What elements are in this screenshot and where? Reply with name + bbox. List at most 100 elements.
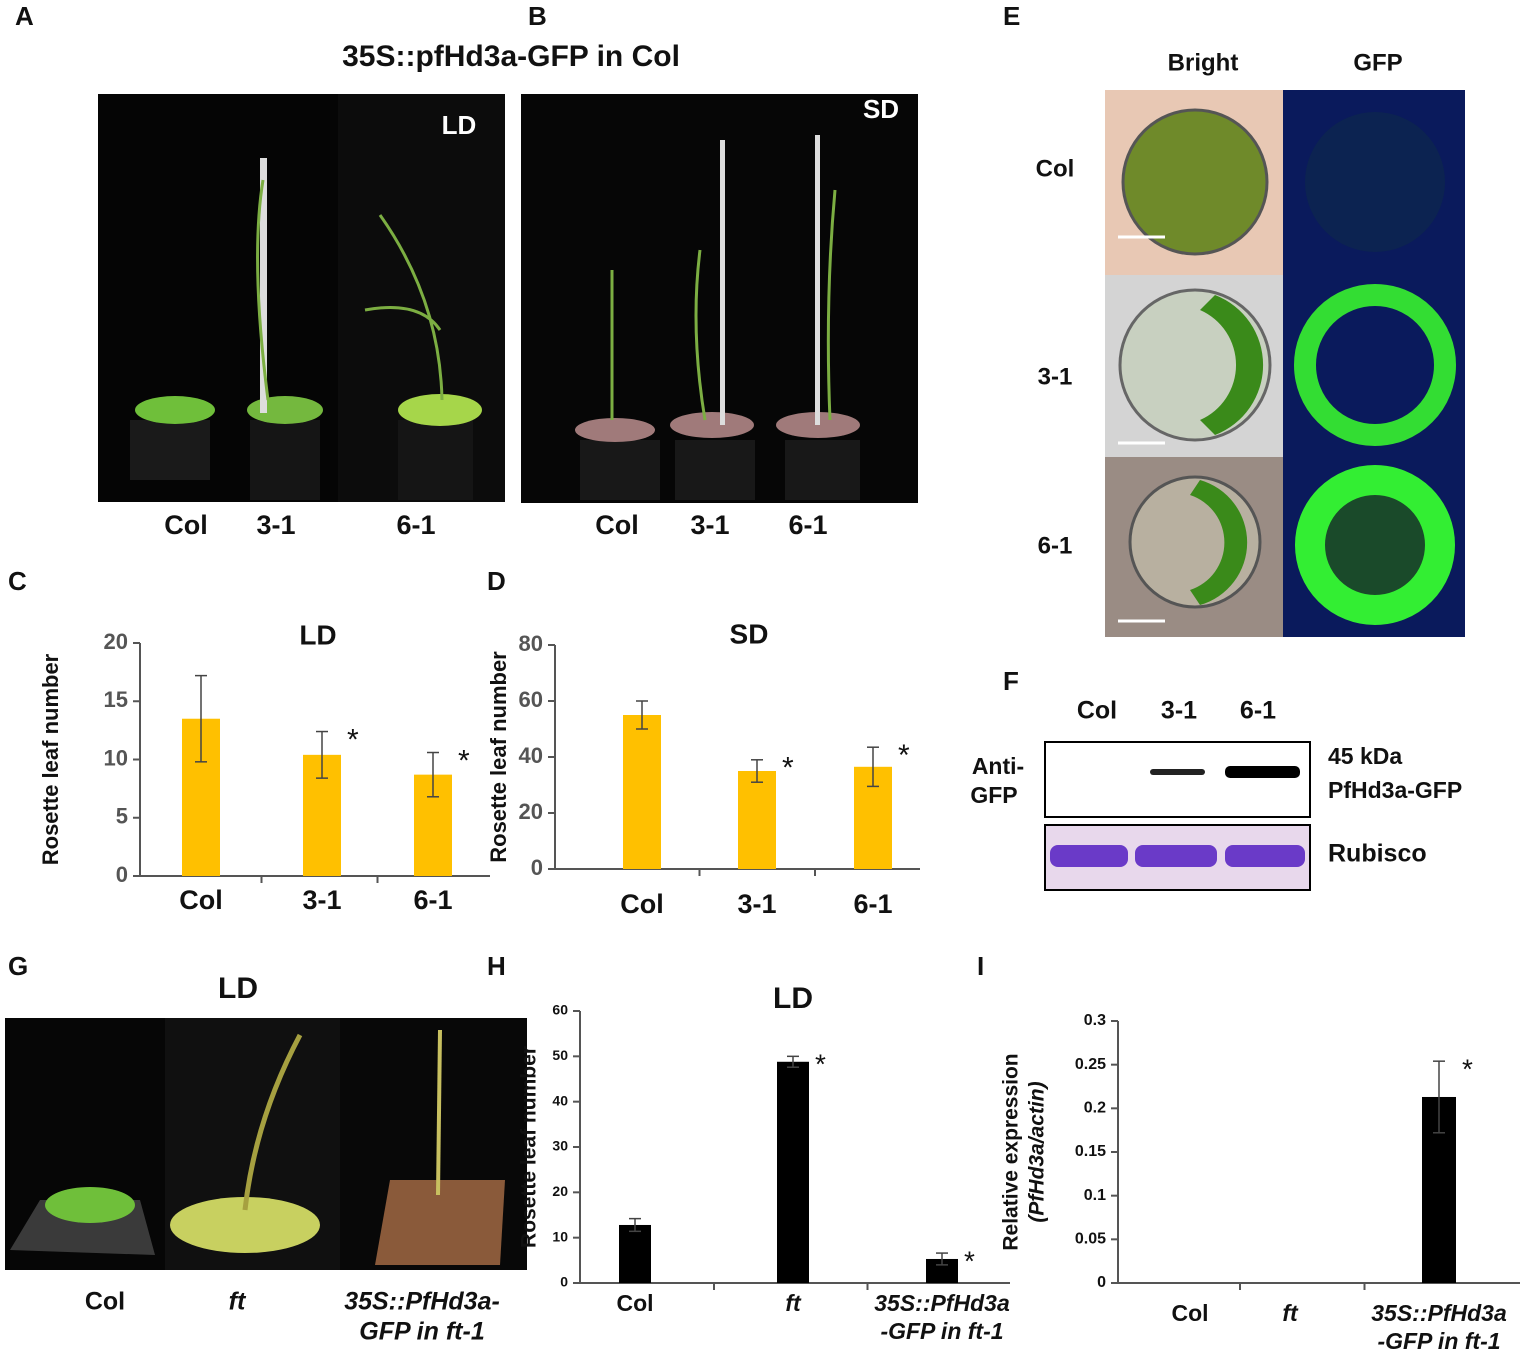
bar	[619, 1224, 651, 1283]
y-tick-label: 0.15	[1075, 1143, 1106, 1160]
error-bar	[751, 759, 763, 783]
plant-label: ft	[229, 1288, 247, 1316]
error-bar	[636, 700, 648, 730]
loading-label: Rubisco	[1328, 840, 1427, 868]
y-tick-label: 0.2	[1084, 1100, 1106, 1117]
x-tick-label: Col	[616, 1290, 653, 1316]
x-tick-label: ft	[1282, 1300, 1299, 1326]
antibody-label: GFP	[970, 782, 1017, 808]
plant-label: 35S::PfHd3a-	[344, 1288, 500, 1316]
error-bar	[936, 1252, 948, 1266]
panel-letter: C	[8, 566, 27, 596]
significance-mark: *	[964, 1245, 975, 1276]
y-tick-label: 0.05	[1075, 1231, 1106, 1248]
panel-letter: D	[487, 566, 506, 596]
panel-letter: F	[1003, 666, 1019, 696]
x-tick-label: Col	[179, 885, 223, 915]
photo	[5, 1018, 527, 1270]
significance-mark: *	[347, 723, 359, 756]
photo	[98, 94, 505, 502]
panel-letter: A	[15, 1, 34, 31]
x-tick-label: 3-1	[737, 889, 776, 919]
y-tick-label: 0	[116, 862, 128, 887]
x-tick-label: 6-1	[853, 889, 892, 919]
condition-label: SD	[863, 94, 899, 124]
y-tick-label: 10	[552, 1228, 568, 1244]
significance-mark: *	[458, 744, 470, 777]
lane-label: 6-1	[1240, 697, 1276, 725]
y-tick-label: 0.25	[1075, 1056, 1106, 1073]
plant-label: Col	[85, 1288, 125, 1316]
chart-title: LD	[299, 619, 336, 650]
error-bar	[316, 730, 328, 779]
panel-title: 35S::pfHd3a-GFP in Col	[342, 40, 680, 73]
x-tick-label: 6-1	[413, 885, 452, 915]
significance-mark: *	[1462, 1054, 1473, 1085]
band-label: 45 kDa	[1328, 743, 1402, 769]
panel-letter: H	[487, 951, 506, 981]
y-tick-label: 0.1	[1084, 1187, 1106, 1204]
plant-label: 6-1	[396, 510, 435, 540]
x-tick-label: 35S::PfHd3a	[1371, 1300, 1507, 1326]
bar	[777, 1061, 809, 1283]
row-header: 6-1	[1038, 532, 1073, 559]
y-tick-label: 20	[552, 1183, 568, 1199]
y-axis-label: Rosette leaf number	[486, 651, 511, 863]
x-tick-label: 35S::PfHd3a	[874, 1290, 1010, 1316]
plant-label: Col	[164, 510, 208, 540]
y-axis-label: Rosette leaf number	[518, 1046, 541, 1248]
x-tick-label: -GFP in ft-1	[1377, 1328, 1500, 1354]
plant-label: 3-1	[690, 510, 729, 540]
error-bar	[1433, 1060, 1445, 1134]
y-tick-label: 15	[104, 687, 128, 712]
plant-label: Col	[595, 510, 639, 540]
panel-letter: E	[1003, 1, 1020, 31]
plant-label: 6-1	[788, 510, 827, 540]
blot	[1044, 741, 1311, 891]
error-bar	[195, 674, 207, 763]
x-tick-label: 3-1	[302, 885, 341, 915]
y-tick-label: 20	[104, 629, 128, 654]
error-bar	[427, 751, 439, 798]
band-label: PfHd3a-GFP	[1328, 777, 1462, 803]
y-axis-label: Rosette leaf number	[38, 653, 63, 865]
y-tick-label: 0	[531, 855, 543, 880]
y-tick-label: 40	[552, 1092, 568, 1108]
y-tick-label: 0	[560, 1274, 568, 1290]
row-header: Col	[1036, 155, 1075, 182]
x-tick-label: Col	[1171, 1300, 1208, 1326]
y-tick-label: 40	[519, 743, 543, 768]
y-tick-label: 60	[552, 1002, 568, 1018]
y-tick-label: 0	[1097, 1274, 1106, 1291]
y-tick-label: 60	[519, 687, 543, 712]
y-tick-label: 80	[519, 631, 543, 656]
y-tick-label: 30	[552, 1138, 568, 1154]
error-bar	[629, 1217, 641, 1233]
y-axis-label: (PfHd3a/actin)	[1026, 1081, 1049, 1222]
column-header: GFP	[1353, 49, 1402, 76]
significance-mark: *	[898, 739, 910, 772]
condition-label: LD	[442, 110, 477, 140]
chart-title: LD	[773, 982, 813, 1015]
x-tick-label: -GFP in ft-1	[880, 1318, 1003, 1344]
y-axis-label: Relative expression	[1000, 1053, 1023, 1250]
micrographs	[1105, 90, 1465, 637]
plant-label: GFP in ft-1	[359, 1318, 484, 1346]
panel-letter: G	[8, 951, 28, 981]
panel-title: LD	[218, 972, 258, 1005]
error-bar	[787, 1055, 799, 1068]
y-tick-label: 50	[552, 1047, 568, 1063]
panel-letter: I	[977, 951, 984, 981]
bar	[738, 771, 776, 869]
y-tick-label: 5	[116, 804, 128, 829]
significance-mark: *	[782, 752, 794, 785]
row-header: 3-1	[1038, 363, 1073, 390]
y-tick-label: 10	[104, 745, 128, 770]
column-header: Bright	[1168, 49, 1239, 76]
antibody-label: Anti-	[972, 753, 1024, 779]
bar	[623, 715, 661, 869]
x-tick-label: ft	[785, 1290, 802, 1316]
plant-label: 3-1	[256, 510, 295, 540]
y-tick-label: 20	[519, 799, 543, 824]
